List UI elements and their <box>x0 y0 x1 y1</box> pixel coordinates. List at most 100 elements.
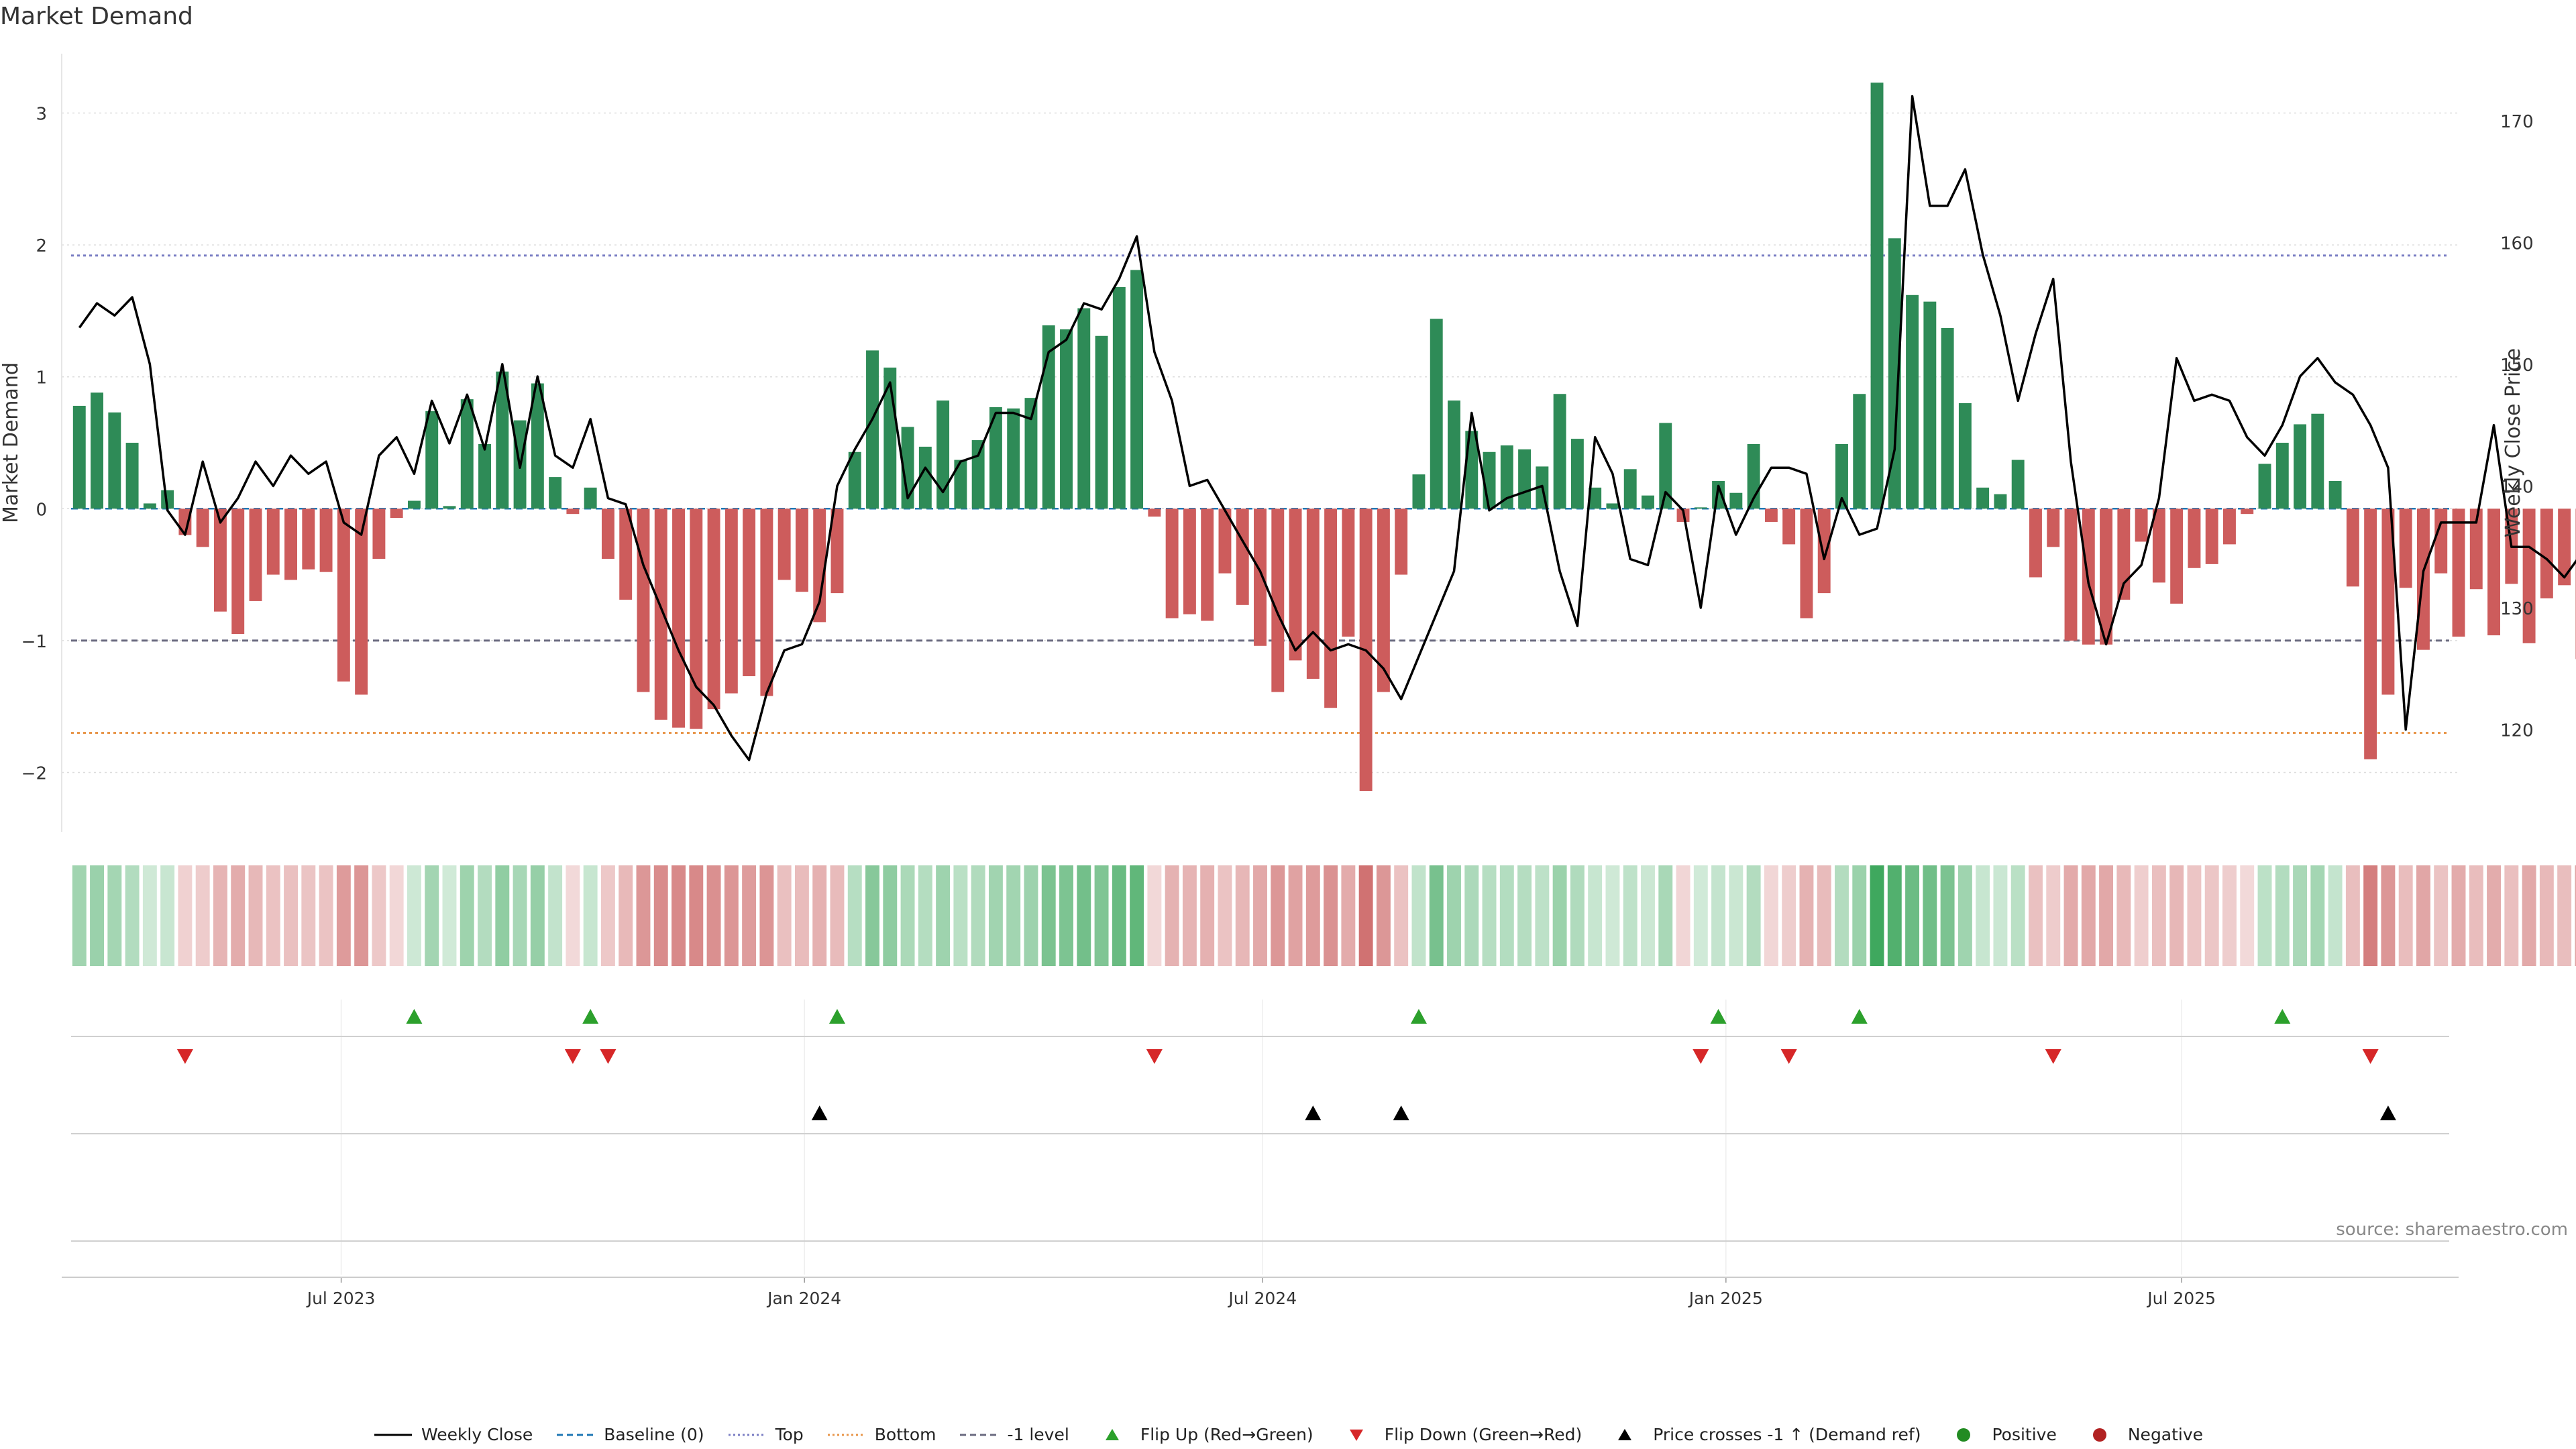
heat-cell-positive <box>865 865 879 966</box>
demand-bar-positive <box>584 487 597 509</box>
demand-bar-negative <box>372 508 386 559</box>
heat-cell-negative <box>724 865 739 966</box>
demand-bar-positive <box>1077 308 1091 509</box>
heat-cell-negative <box>2063 865 2078 966</box>
heat-cell-negative <box>213 865 227 966</box>
demand-bar-negative <box>654 508 667 720</box>
heat-cell-negative <box>2240 865 2255 966</box>
heat-cell-negative <box>1271 865 1285 966</box>
heat-cell-positive <box>1077 865 1091 966</box>
heat-cell-positive <box>530 865 545 966</box>
demand-bar-negative <box>2152 508 2165 583</box>
demand-bar-positive <box>2275 443 2289 509</box>
demand-bar-positive <box>72 405 86 509</box>
heat-cell-positive <box>1852 865 1867 966</box>
demand-bar-negative <box>724 508 738 694</box>
demand-bar-negative <box>1165 508 1179 619</box>
heat-cell-negative <box>2222 865 2237 966</box>
demand-bar-positive <box>989 407 1002 509</box>
legend-swatch-icon <box>1349 1429 1363 1441</box>
heat-cell-positive <box>1923 865 1937 966</box>
flip-up-marker <box>1851 1009 1868 1024</box>
heat-cell-positive <box>2310 865 2325 966</box>
heat-cell-positive <box>1887 865 1902 966</box>
heat-cell-positive <box>1041 865 1056 966</box>
heat-cell-negative <box>1394 865 1409 966</box>
legend-item: Top <box>727 1425 804 1444</box>
heat-cell-positive <box>1059 865 1073 966</box>
heat-cell-positive <box>583 865 598 966</box>
demand-bar-positive <box>901 427 914 509</box>
demand-bar-positive <box>1042 325 1055 509</box>
heat-cell-negative <box>2487 865 2502 966</box>
heat-cell-positive <box>1411 865 1426 966</box>
demand-bar-negative <box>2487 508 2501 636</box>
demand-bar-positive <box>1589 487 1602 509</box>
heat-cell-positive <box>1517 865 1532 966</box>
demand-bar-positive <box>1835 443 1848 509</box>
demand-bar-negative <box>566 508 580 515</box>
legend-item: Baseline (0) <box>555 1425 704 1444</box>
demand-bar-negative <box>813 508 826 623</box>
demand-bar-positive <box>407 500 421 509</box>
heat-cell-positive <box>407 865 421 966</box>
demand-bar-negative <box>690 508 703 729</box>
demand-bar-positive <box>1606 503 1619 509</box>
demand-bar-negative <box>1201 508 1214 621</box>
legend-label: Baseline (0) <box>604 1425 704 1444</box>
demand-bar-positive <box>1570 439 1584 509</box>
demand-bar-negative <box>2100 508 2113 645</box>
demand-bar-negative <box>213 508 227 612</box>
y-tick-label: −2 <box>21 764 47 784</box>
heat-cell-positive <box>971 865 985 966</box>
demand-bar-negative <box>266 508 280 575</box>
demand-bar-positive <box>1906 294 1919 509</box>
heat-cell-negative <box>1147 865 1162 966</box>
heat-cell-negative <box>2151 865 2166 966</box>
heat-cell-positive <box>953 865 968 966</box>
y-tick-label: −1 <box>21 632 47 652</box>
y-tick-label: 2 <box>36 236 47 256</box>
demand-bar-negative <box>760 508 773 696</box>
heat-cell-negative <box>1358 865 1373 966</box>
demand-bar-positive <box>108 412 121 509</box>
heat-cell-positive <box>1094 865 1109 966</box>
x-tick-label: Jul 2023 <box>306 1289 376 1308</box>
heat-cell-positive <box>495 865 510 966</box>
demand-bar-negative <box>2047 508 2060 547</box>
heat-cell-positive <box>2328 865 2343 966</box>
heat-cell-negative <box>706 865 721 966</box>
demand-bar-positive <box>1694 507 1707 509</box>
y2-axis-label: Weekly Close Price <box>2502 348 2525 537</box>
demand-bar-negative <box>196 508 209 547</box>
heat-cell-positive <box>1870 865 1884 966</box>
heat-cell-negative <box>2204 865 2219 966</box>
heat-cell-negative <box>2575 865 2576 966</box>
demand-bar-negative <box>777 508 791 580</box>
legend-item: Flip Down (Green→Red) <box>1336 1425 1582 1444</box>
heat-cell-negative <box>354 865 369 966</box>
legend-item: -1 level <box>959 1425 1069 1444</box>
y2-tick-label: 160 <box>2500 233 2534 254</box>
heat-cell-positive <box>1905 865 1920 966</box>
demand-bar-positive <box>496 371 509 509</box>
demand-bar-positive <box>125 443 139 509</box>
demand-bar-positive <box>1976 487 1990 509</box>
heat-cell-negative <box>1764 865 1778 966</box>
demand-bar-negative <box>2469 508 2483 590</box>
demand-bar-negative <box>2135 508 2148 542</box>
legend: Weekly Close Baseline (0) Top Bottom -1 leve… <box>0 1425 2576 1444</box>
heat-cell-negative <box>2557 865 2572 966</box>
demand-bar-negative <box>2558 508 2571 586</box>
demand-bar-positive <box>1518 449 1532 509</box>
heat-cell-positive <box>1482 865 1497 966</box>
demand-bar-positive <box>1853 394 1866 509</box>
demand-bar-positive <box>1923 301 1937 509</box>
legend-item: Bottom <box>826 1425 936 1444</box>
demand-bar-negative <box>302 508 315 570</box>
legend-swatch-icon <box>1105 1428 1119 1440</box>
demand-bar-positive <box>425 411 439 509</box>
heat-cell-negative <box>2081 865 2096 966</box>
demand-bar-negative <box>2064 508 2078 641</box>
y2-tick-label: 140 <box>2500 477 2534 497</box>
